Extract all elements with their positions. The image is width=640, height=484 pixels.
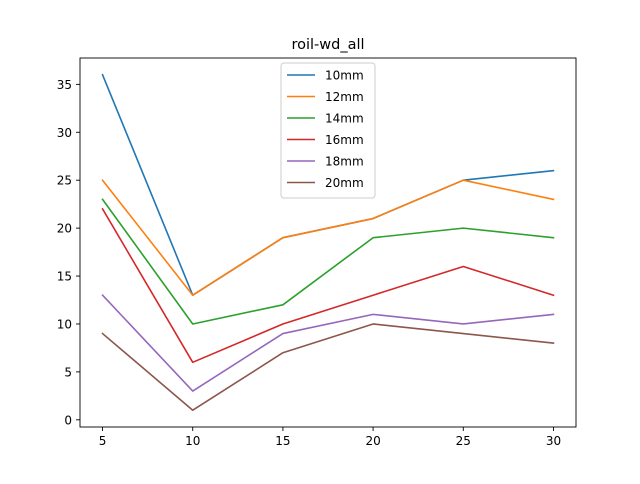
x-tick-label: 15 [275,434,290,448]
axes-frame [79,57,577,428]
series-line-20mm [101,323,555,412]
axes: 5 10 15 20 25 30 0 5 10 15 20 25 30 35 [57,57,577,448]
series-line-14mm [101,198,555,325]
legend-label: 10mm [325,69,364,83]
legend-label: 16mm [325,133,364,147]
legend-label: 20mm [325,176,364,190]
legend: 10mm 12mm 14mm 16mm 18mm 20mm [280,62,376,199]
x-tick-label: 20 [365,434,380,448]
legend-label: 12mm [325,90,364,104]
legend-label: 18mm [325,155,364,169]
y-tick-label: 5 [64,365,72,379]
series-line-12mm [101,179,555,297]
y-tick-label: 15 [57,270,72,284]
series-line-16mm [101,207,555,364]
plot-area [101,73,555,412]
y-tick-label: 30 [57,126,72,140]
y-tick-label: 20 [57,222,72,236]
legend-label: 14mm [325,112,364,126]
y-tick-label: 0 [64,413,72,427]
x-tick-label: 30 [546,434,561,448]
x-tick-label: 25 [456,434,471,448]
y-tick-label: 25 [57,174,72,188]
x-tick-label: 5 [99,434,107,448]
x-tick-label: 10 [185,434,200,448]
y-tick-label: 10 [57,317,72,331]
y-tick-label: 35 [57,78,72,92]
series-line-18mm [101,294,555,392]
chart-title: roil-wd_all [291,37,364,53]
